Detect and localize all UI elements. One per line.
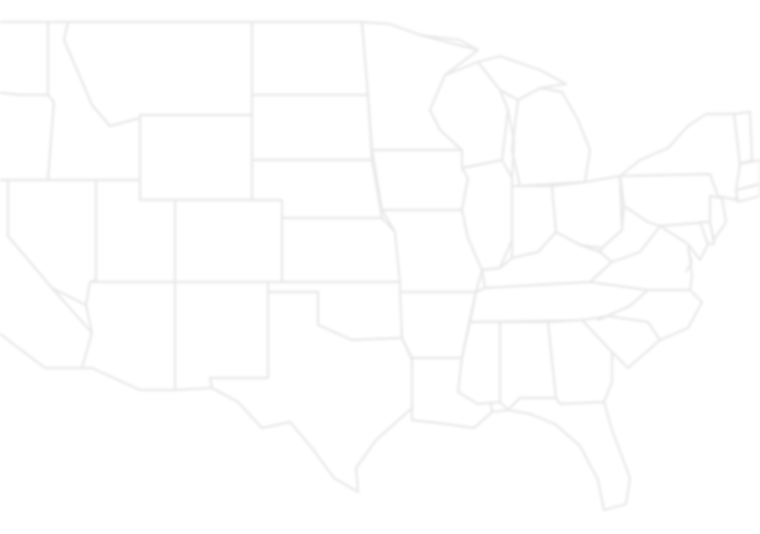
state-new-jersey[interactable] bbox=[708, 194, 728, 242]
state-iowa[interactable] bbox=[370, 148, 470, 212]
state-north-carolina[interactable] bbox=[596, 288, 704, 342]
state-north-dakota[interactable] bbox=[250, 20, 370, 97]
state-massachusetts[interactable] bbox=[734, 158, 760, 192]
state-new-mexico[interactable] bbox=[173, 280, 270, 392]
state-florida[interactable] bbox=[506, 396, 632, 512]
state-vermont[interactable] bbox=[732, 110, 754, 166]
state-oregon[interactable] bbox=[0, 91, 56, 182]
lake-michigan-coastline bbox=[507, 109, 516, 179]
state-south-dakota[interactable] bbox=[250, 93, 374, 162]
state-wisconsin[interactable] bbox=[428, 60, 510, 170]
state-wyoming[interactable] bbox=[138, 113, 254, 202]
state-michigan-lower[interactable] bbox=[510, 86, 592, 188]
state-kansas[interactable] bbox=[280, 216, 402, 284]
state-arizona[interactable] bbox=[80, 280, 177, 392]
state-alabama[interactable] bbox=[498, 320, 558, 412]
state-michigan-upper[interactable] bbox=[476, 54, 568, 102]
gulf-coastline bbox=[411, 409, 509, 430]
state-colorado[interactable] bbox=[173, 198, 284, 284]
state-washington[interactable] bbox=[0, 20, 50, 97]
state-texas[interactable] bbox=[208, 290, 414, 494]
chesapeake-bay bbox=[685, 249, 694, 273]
lake-superior-coastline bbox=[419, 34, 479, 51]
